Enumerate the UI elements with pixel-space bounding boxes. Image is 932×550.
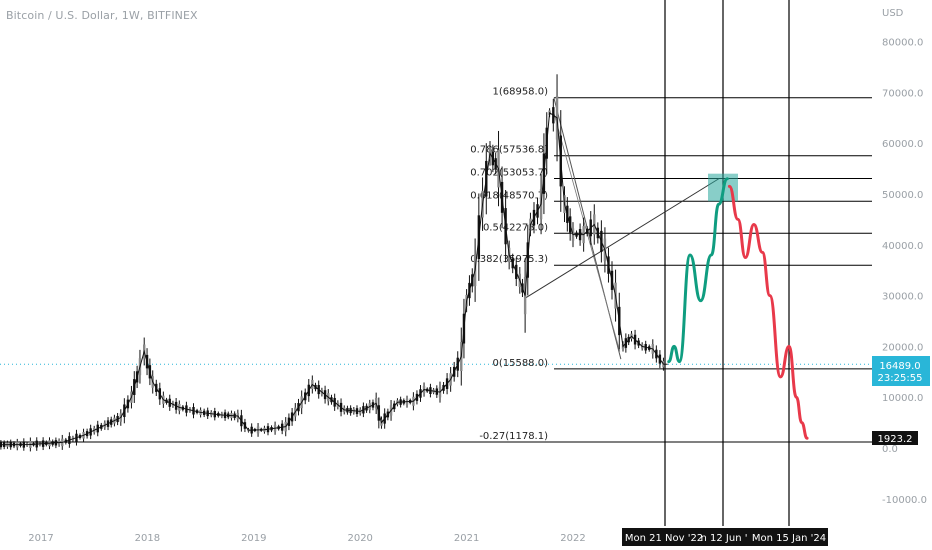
y-tick-label-4: 40000.0 (882, 241, 923, 252)
target-price-value: 1923.2 (878, 434, 913, 445)
target-price-badge (872, 431, 918, 445)
fib-label-7: -0.27(1178.1) (479, 431, 548, 442)
fib-label-3: 0.618(48570.7) (470, 190, 548, 201)
y-tick-label-6: 20000.0 (882, 342, 923, 353)
x-tick-label-1: 2018 (135, 533, 160, 544)
chart-title: Bitcoin / U.S. Dollar, 1W, BITFINEX (6, 9, 198, 22)
y-tick-label-7: 10000.0 (882, 393, 923, 404)
countdown-value: 23:25:55 (878, 373, 923, 384)
time-label-1: Mon 21 Nov '22 (625, 533, 703, 544)
y-tick-label-1: 70000.0 (882, 88, 923, 99)
y-tick-label-5: 30000.0 (882, 292, 923, 303)
last-price-value: 16489.0 (879, 361, 920, 372)
x-tick-label-2: 2019 (241, 533, 266, 544)
fib-label-6: 0(15588.0) (492, 358, 548, 369)
last-price-badge (872, 356, 930, 386)
y-tick-label-0: 80000.0 (882, 38, 923, 49)
price-line (0, 111, 668, 446)
x-tick-label-0: 2017 (28, 533, 53, 544)
y-tick-label-2: 60000.0 (882, 139, 923, 150)
axis-currency-label: USD (882, 8, 904, 19)
projection-down-path (727, 184, 809, 440)
trend-line (524, 178, 720, 299)
time-label-3: Mon 15 Jan '24 (752, 533, 826, 544)
y-tick-label-8: 0.0 (882, 444, 898, 455)
projection-up-path (667, 177, 729, 364)
time-label-bar (622, 528, 828, 546)
fib-label-1: 0.786(57536.8) (470, 145, 548, 156)
time-label-2: n 12 Jun ' (701, 533, 748, 544)
fib-label-0: 1(68958.0) (492, 87, 548, 98)
x-tick-label-5: 2022 (560, 533, 585, 544)
y-tick-label-3: 50000.0 (882, 190, 923, 201)
fib-label-4: 0.5(42273.0) (483, 222, 548, 233)
x-tick-label-4: 2021 (454, 533, 479, 544)
x-tick-label-3: 2020 (347, 533, 372, 544)
fib-label-2: 0.702(53053.7) (470, 167, 548, 178)
y-tick-label-9: -10000.0 (882, 495, 927, 506)
